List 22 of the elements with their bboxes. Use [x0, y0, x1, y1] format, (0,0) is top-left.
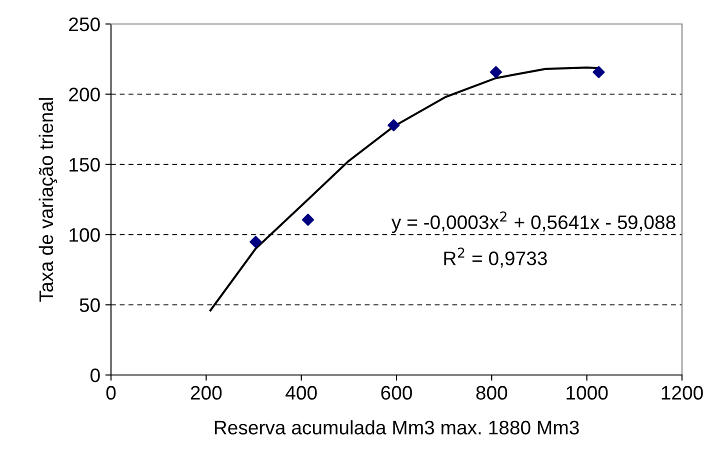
point: [388, 119, 400, 132]
x-tick-label: 200: [190, 386, 222, 400]
x-tick-label: 400: [286, 386, 317, 400]
point: [592, 66, 605, 78]
point: [302, 214, 314, 226]
x-tick-label: 1200: [662, 386, 703, 400]
x-tick-label: 600: [381, 386, 412, 400]
annotation: R$^{2}$ = 0,9733: [444, 248, 547, 268]
y-tick-label: 0: [90, 368, 100, 382]
point: [250, 236, 262, 248]
y-tick-label: 250: [69, 17, 100, 32]
y-tick-label: 200: [69, 88, 100, 102]
point: [490, 66, 502, 78]
y-axis-title: Taxa de variação trienal: [38, 98, 58, 302]
x-tick-label: 1000: [566, 386, 608, 400]
x-tick-label: 0: [106, 386, 116, 400]
x-axis-title: Reserva acumulada Mm3 max. 1880 Mm3: [214, 420, 579, 434]
y-tick-label: 50: [80, 298, 100, 312]
annotation: y = -0,0003x$^{2}$ + 0,5641x - 59,088: [391, 211, 676, 234]
y-tick-label: 100: [70, 228, 100, 242]
y-tick-label: 150: [70, 158, 100, 172]
x-tick-label: 800: [476, 386, 508, 400]
